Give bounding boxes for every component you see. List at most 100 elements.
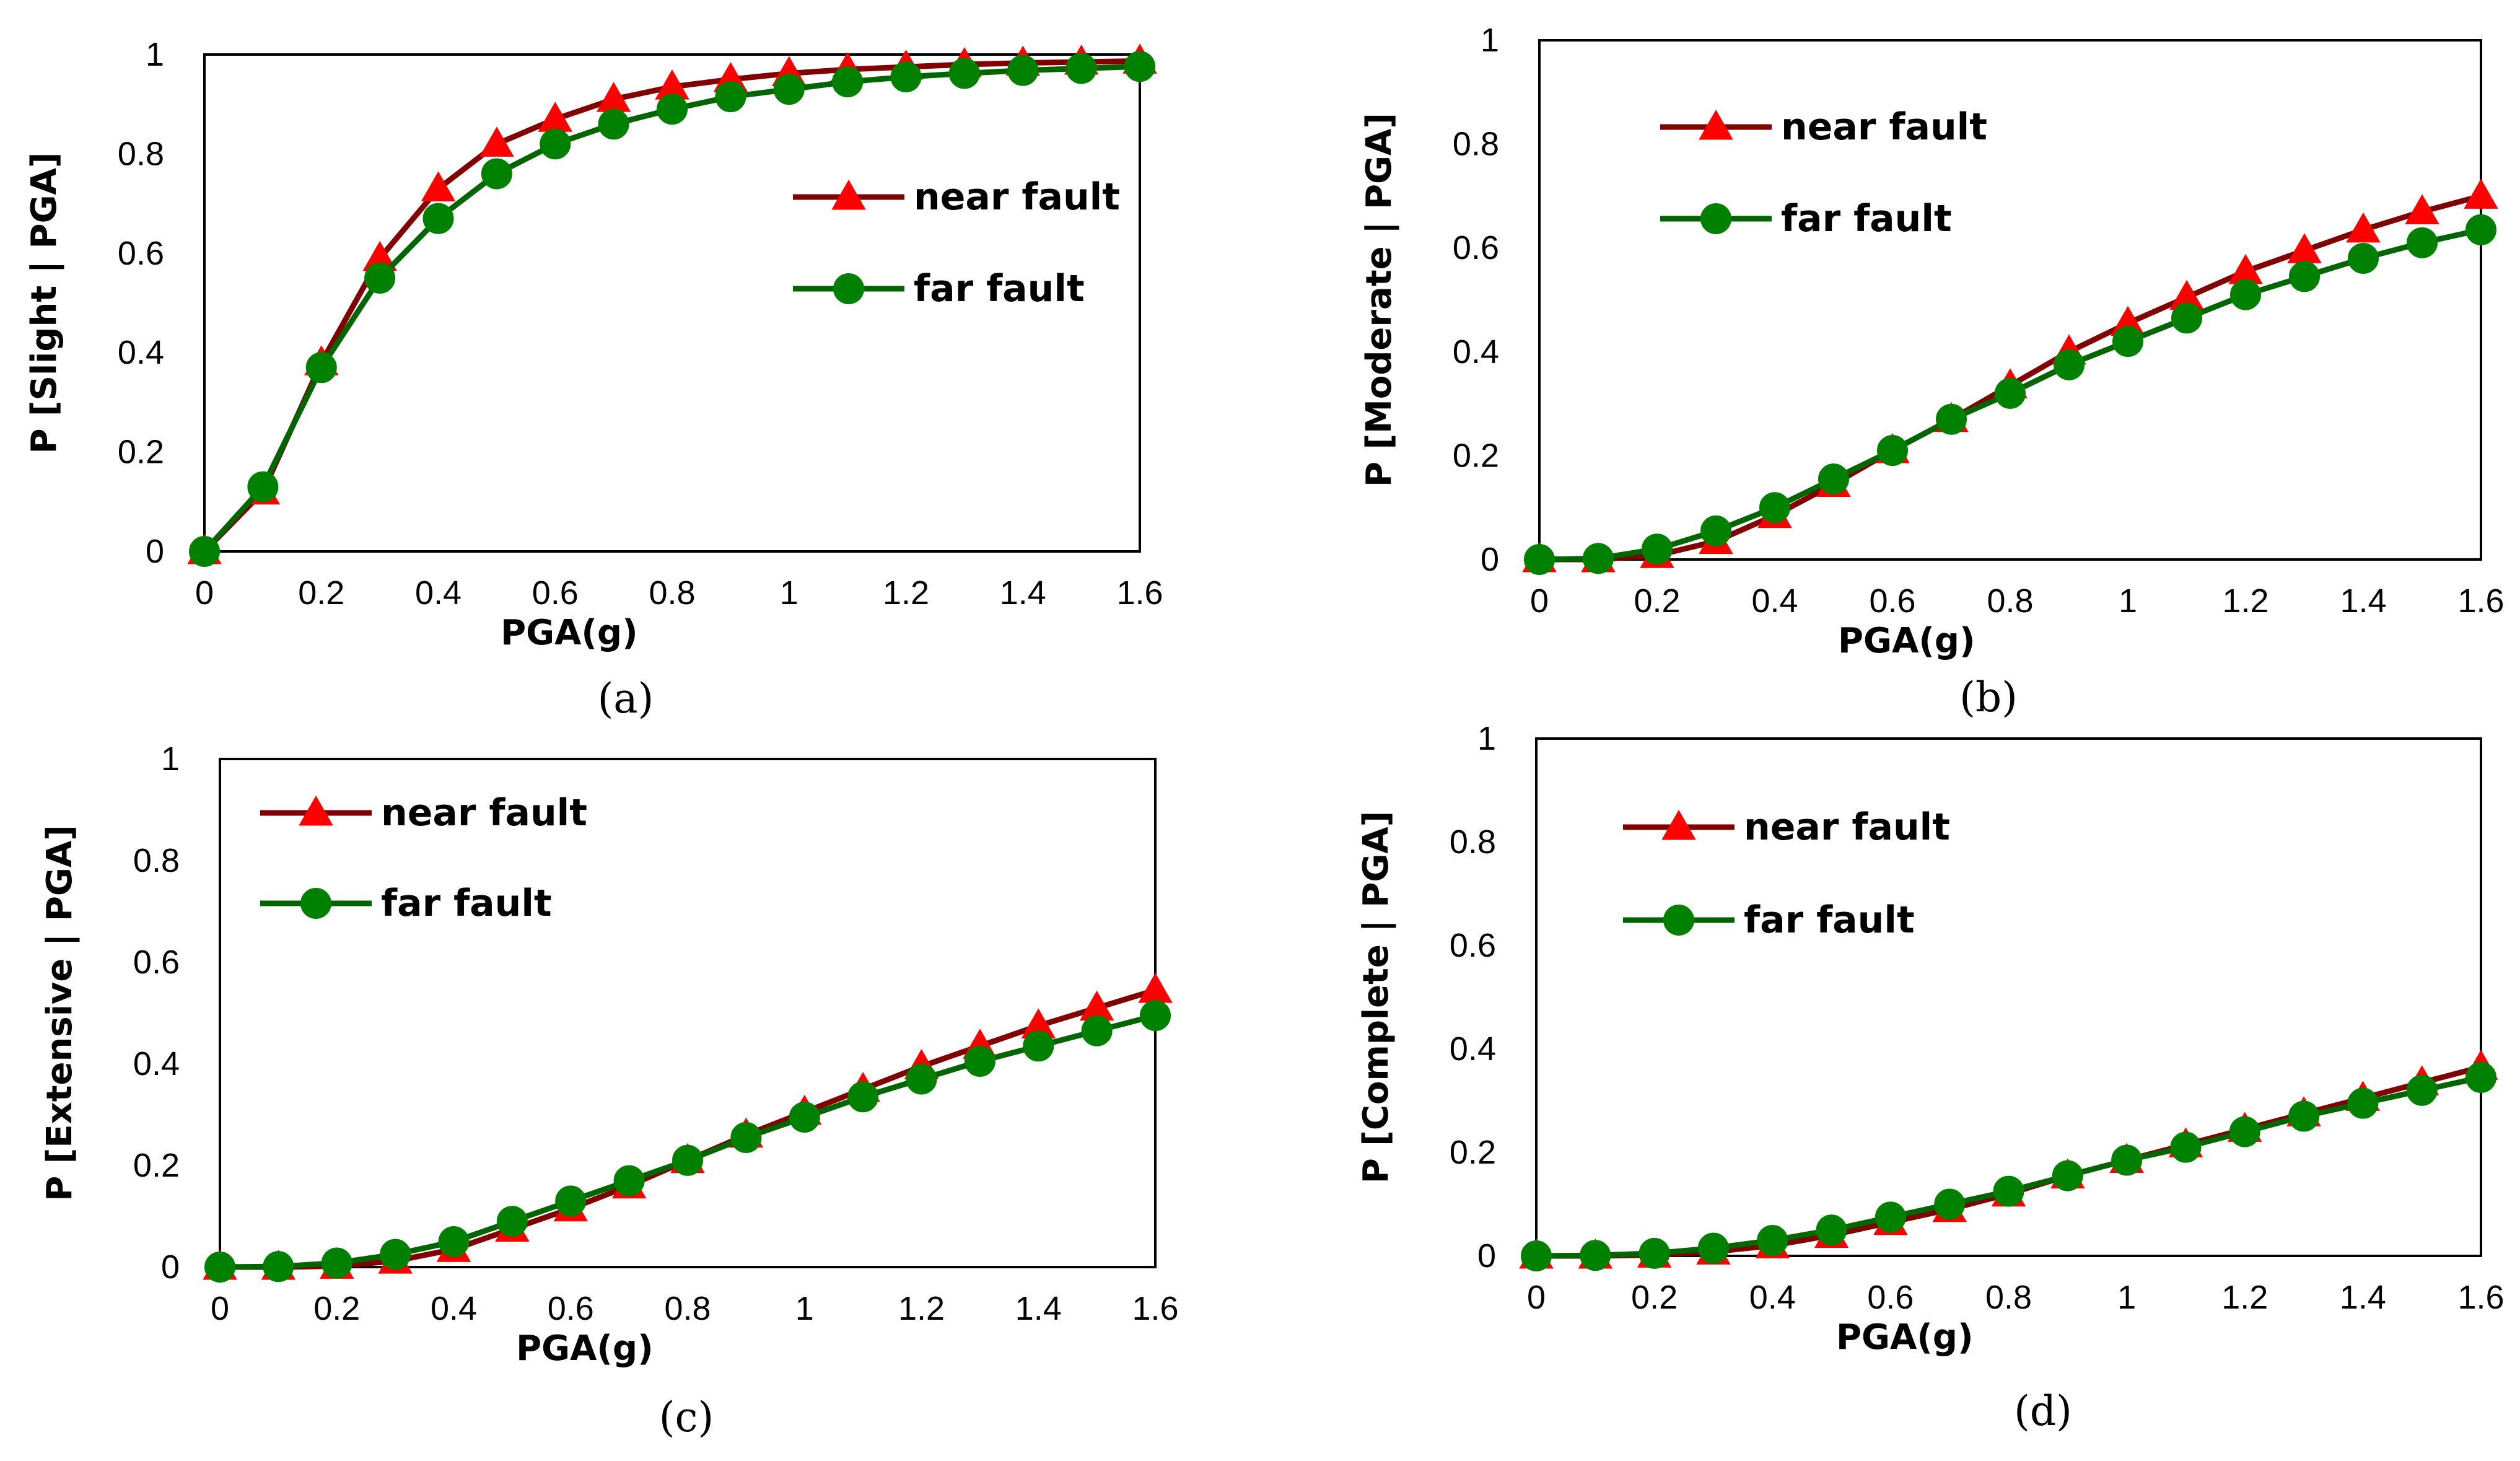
far-fault-point — [598, 108, 629, 140]
far-fault-point — [2230, 279, 2261, 310]
series-line-far-fault — [219, 1012, 1157, 1270]
y-tick-label: 0.6 — [133, 944, 180, 981]
far-fault-point — [613, 1165, 645, 1196]
far-fault-point — [832, 66, 864, 98]
y-axis-title: P [Slight | PGA] — [24, 152, 64, 454]
legend-label: near fault — [381, 791, 587, 835]
x-axis-title: PGA(g) — [1836, 1317, 1974, 1358]
series-line-near-fault — [220, 987, 1157, 1270]
legend-label: far fault — [1744, 898, 1915, 942]
x-tick-label: 0.2 — [313, 1290, 360, 1327]
plot-frame — [1535, 737, 2482, 1257]
far-fault-point — [1697, 1232, 1729, 1264]
far-fault-point — [773, 74, 805, 105]
legend-marker — [299, 795, 333, 826]
far-fault-point — [1642, 533, 1673, 565]
far-fault-point — [730, 1121, 762, 1153]
near-fault-point — [479, 126, 514, 157]
far-fault-point — [1583, 543, 1614, 574]
x-tick-label: 0.4 — [1749, 1279, 1796, 1316]
y-tick-label: 1 — [1481, 22, 1499, 59]
x-tick-label: 0.4 — [415, 574, 462, 612]
far-fault-point — [496, 1206, 528, 1237]
near-fault-point — [421, 171, 456, 202]
far-fault-point — [1638, 1237, 1670, 1269]
far-fault-point — [672, 1144, 703, 1176]
y-tick-label: 0.2 — [118, 434, 164, 471]
y-axis-title: P [Extensive | PGA] — [40, 825, 80, 1201]
x-tick-label: 1.6 — [1116, 574, 1163, 612]
x-tick-label: 1.2 — [2221, 1279, 2268, 1316]
far-fault-point — [1818, 463, 1849, 495]
far-fault-point — [2465, 214, 2496, 245]
far-fault-point — [2347, 1087, 2379, 1119]
far-fault-point — [2348, 242, 2379, 274]
far-fault-point — [555, 1185, 587, 1217]
y-tick-label: 0.4 — [118, 334, 164, 371]
x-tick-label: 0.8 — [664, 1290, 711, 1327]
far-fault-point — [2407, 227, 2438, 258]
x-tick-label: 0.2 — [1631, 1279, 1678, 1316]
far-fault-point — [2052, 1160, 2083, 1191]
series-line-near-fault — [1536, 1064, 2482, 1259]
far-fault-point — [2171, 302, 2202, 334]
legend-marker — [831, 179, 866, 210]
y-tick-label: 1 — [161, 740, 180, 778]
y-tick-label: 0.6 — [1450, 927, 1496, 964]
far-fault-point — [1580, 1240, 1611, 1271]
far-fault-point — [247, 471, 279, 502]
far-fault-point — [422, 203, 454, 234]
far-fault-point — [2289, 261, 2320, 292]
legend-marker — [1663, 905, 1694, 936]
chart-panel-b: 0 0.2 0.4 0.6 0.8 1 1.2 1.4 1.6 0 0.2 0.4 0.6 0.8 1 PGA… — [1359, 22, 2505, 721]
x-axis-title: PGA(g) — [1838, 621, 1975, 661]
far-fault-point — [364, 262, 396, 294]
far-fault-point — [263, 1251, 294, 1283]
legend-label: far fault — [381, 882, 552, 925]
x-tick-label: 0.2 — [298, 574, 344, 612]
far-fault-point — [1759, 492, 1790, 524]
plot-frame — [219, 758, 1157, 1268]
x-tick-label: 0.6 — [1867, 1279, 1914, 1316]
x-tick-label: 0.2 — [1634, 582, 1680, 620]
x-tick-label: 1.4 — [1000, 574, 1046, 612]
far-fault-point — [1521, 1240, 1552, 1271]
legend-marker — [300, 888, 331, 919]
far-fault-point — [2406, 1074, 2438, 1106]
far-fault-point — [2229, 1116, 2260, 1147]
panel-caption: (a) — [598, 675, 654, 722]
far-fault-point — [1995, 377, 2026, 409]
y-tick-label: 0.6 — [1453, 229, 1499, 266]
y-axis-title: P [Moderate | PGA] — [1359, 113, 1399, 487]
far-fault-point — [1524, 544, 1555, 575]
x-tick-label: 1.4 — [2340, 582, 2386, 620]
legend-label: far fault — [1781, 197, 1952, 240]
far-fault-point — [2465, 1061, 2496, 1093]
legend-marker — [1700, 203, 1731, 234]
x-axis-title: PGA(g) — [501, 613, 638, 653]
far-fault-point — [1936, 403, 1967, 435]
chart-panel-a: 0 0.2 0.4 0.6 0.8 1 1.2 1.4 1.6 0 0.2 0.4 0.6 0.8 1 PGA… — [24, 36, 1163, 722]
y-tick-label: 1 — [146, 36, 164, 73]
far-fault-point — [2170, 1131, 2202, 1163]
y-tick-label: 1 — [1477, 720, 1496, 757]
x-tick-label: 0 — [195, 574, 214, 612]
far-fault-point — [890, 61, 922, 93]
x-tick-label: 0.8 — [1987, 582, 2033, 620]
far-fault-point — [789, 1102, 820, 1133]
far-fault-point — [438, 1226, 470, 1257]
legend-label: near fault — [1744, 805, 1950, 849]
far-fault-point — [948, 58, 980, 89]
y-tick-label: 0 — [146, 533, 164, 570]
far-fault-point — [2054, 349, 2085, 380]
y-tick-label: 0 — [1477, 1237, 1496, 1275]
x-tick-label: 1.6 — [2457, 582, 2504, 620]
x-tick-label: 0 — [1527, 1279, 1546, 1316]
x-tick-label: 1 — [795, 1290, 814, 1327]
legend-marker — [1699, 109, 1733, 140]
far-fault-point — [2288, 1100, 2320, 1132]
x-tick-label: 1.2 — [883, 574, 929, 612]
far-fault-point — [1023, 1030, 1054, 1062]
far-fault-point — [657, 94, 688, 125]
